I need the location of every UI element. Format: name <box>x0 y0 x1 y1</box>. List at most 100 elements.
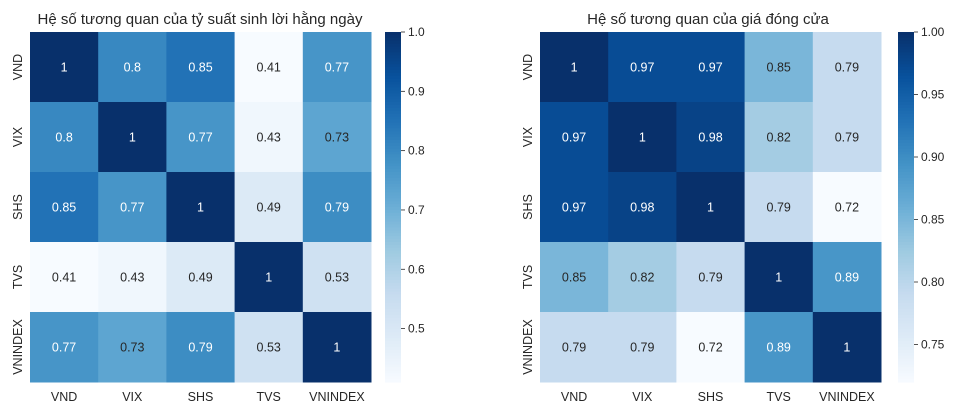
x-tick-label: VNINDEX <box>309 390 365 404</box>
colorbar-segment <box>898 265 914 269</box>
colorbar-segment <box>385 212 401 217</box>
colorbar-segment <box>385 157 401 161</box>
cell-value-label: 0.73 <box>325 131 349 145</box>
cell-value-label: 0.41 <box>52 271 76 285</box>
colorbar-segment <box>898 338 914 342</box>
x-tick-label: VND <box>561 390 587 404</box>
heatmap-cell <box>30 102 99 173</box>
colorbar-segment <box>898 358 914 363</box>
colorbar-segment <box>898 361 914 366</box>
colorbar-segment <box>898 69 914 74</box>
heatmap-cell <box>812 172 882 243</box>
heatmap-cell <box>540 32 609 103</box>
heatmap-cell <box>234 172 304 243</box>
colorbar-segment <box>898 180 914 185</box>
colorbar-segment <box>385 102 401 106</box>
colorbar-segment <box>385 34 401 39</box>
colorbar-segment <box>385 151 401 156</box>
colorbar-segment <box>898 215 914 220</box>
heatmap-cell <box>812 102 882 173</box>
cell-value-label: 0.53 <box>325 271 349 285</box>
heatmap-cell <box>608 242 677 313</box>
colorbar-segment <box>385 259 401 264</box>
x-tick-label: SHS <box>188 390 214 404</box>
colorbar-segment <box>898 145 914 150</box>
colorbar-segment <box>385 99 401 103</box>
heatmap-cell <box>676 102 746 173</box>
x-tick-label: SHS <box>698 390 724 404</box>
heatmap-cell <box>234 32 304 103</box>
colorbar-segment <box>898 174 914 179</box>
colorbar-segment <box>385 90 401 94</box>
colorbar-segment <box>898 294 914 299</box>
heatmap-cell <box>812 312 882 383</box>
colorbar-segment <box>898 355 914 360</box>
heatmap-cell <box>744 312 814 383</box>
colorbar-segment <box>898 370 914 374</box>
cell-value-label: 0.82 <box>767 131 791 145</box>
y-tick-label: VIX <box>11 126 25 147</box>
colorbar-segment <box>898 43 914 48</box>
colorbar-segment <box>385 370 401 374</box>
colorbar-segment <box>385 198 401 202</box>
colorbar-segment <box>385 154 401 159</box>
colorbar-segment <box>385 320 401 325</box>
colorbar-segment <box>385 218 401 223</box>
colorbar-segment <box>385 376 401 380</box>
colorbar-segment <box>898 341 914 345</box>
colorbar-segment <box>898 204 914 208</box>
heatmap-cell <box>812 242 882 313</box>
colorbar-segment <box>898 58 914 62</box>
cell-value-label: 1 <box>333 341 340 355</box>
colorbar-segment <box>898 253 914 258</box>
heatmap-cell <box>302 32 372 103</box>
colorbar-segment <box>898 312 914 316</box>
colorbar-segment <box>385 317 401 322</box>
cell-value-label: 0.49 <box>257 201 281 215</box>
colorbar-segment <box>385 221 401 226</box>
colorbar-segment <box>898 247 914 252</box>
x-tick-label: TVS <box>257 390 281 404</box>
cell-value-label: 0.85 <box>562 271 586 285</box>
colorbar-segment <box>898 166 914 170</box>
colorbar-segment <box>898 352 914 357</box>
y-tick-label: TVS <box>521 265 535 289</box>
heatmap-cell <box>166 312 236 383</box>
colorbar-segment <box>898 364 914 369</box>
colorbar-segment <box>898 148 914 153</box>
colorbar-segment <box>898 244 914 249</box>
chart-title: Hệ số tương quan của tỷ suất sinh lời hằ… <box>38 11 363 28</box>
x-tick-label: TVS <box>767 390 791 404</box>
colorbar-segment <box>898 207 914 211</box>
colorbar-segment <box>385 75 401 80</box>
colorbar-segment <box>898 142 914 147</box>
colorbar-segment <box>385 268 401 272</box>
colorbar-segment <box>385 142 401 147</box>
cell-value-label: 0.43 <box>120 271 144 285</box>
colorbar-segment <box>898 227 914 231</box>
cell-value-label: 1 <box>843 341 850 355</box>
colorbar-segment <box>898 128 914 132</box>
colorbar-segment <box>385 335 401 339</box>
colorbar-segment <box>385 242 401 246</box>
heatmap-cell <box>166 172 236 243</box>
colorbar-segment <box>898 317 914 322</box>
heatmap-cell <box>98 242 167 313</box>
heatmap-panel-1: Hệ số tương quan của tỷ suất sinh lời hằ… <box>11 11 425 404</box>
colorbar-segment <box>385 306 401 310</box>
colorbar-segment <box>898 347 914 351</box>
heatmap-cell <box>608 102 677 173</box>
colorbar-segment <box>385 297 401 301</box>
colorbar-segment <box>898 137 914 141</box>
y-tick-label: VNINDEX <box>521 319 535 375</box>
colorbar-segment <box>385 174 401 179</box>
colorbar-segment <box>898 274 914 278</box>
heatmap-cell <box>540 312 609 383</box>
colorbar-segment <box>898 172 914 176</box>
colorbar-segment <box>898 349 914 354</box>
heatmap-cell <box>98 102 167 173</box>
colorbar-segment <box>898 125 914 129</box>
colorbar-segment <box>898 291 914 296</box>
heatmap-cell <box>166 102 236 173</box>
colorbar-segment <box>898 224 914 229</box>
